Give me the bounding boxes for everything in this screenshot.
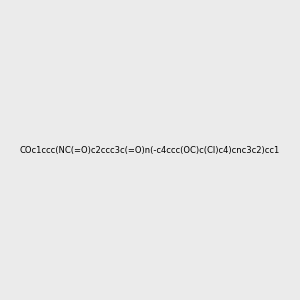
Text: COc1ccc(NC(=O)c2ccc3c(=O)n(-c4ccc(OC)c(Cl)c4)cnc3c2)cc1: COc1ccc(NC(=O)c2ccc3c(=O)n(-c4ccc(OC)c(C…	[20, 146, 280, 154]
